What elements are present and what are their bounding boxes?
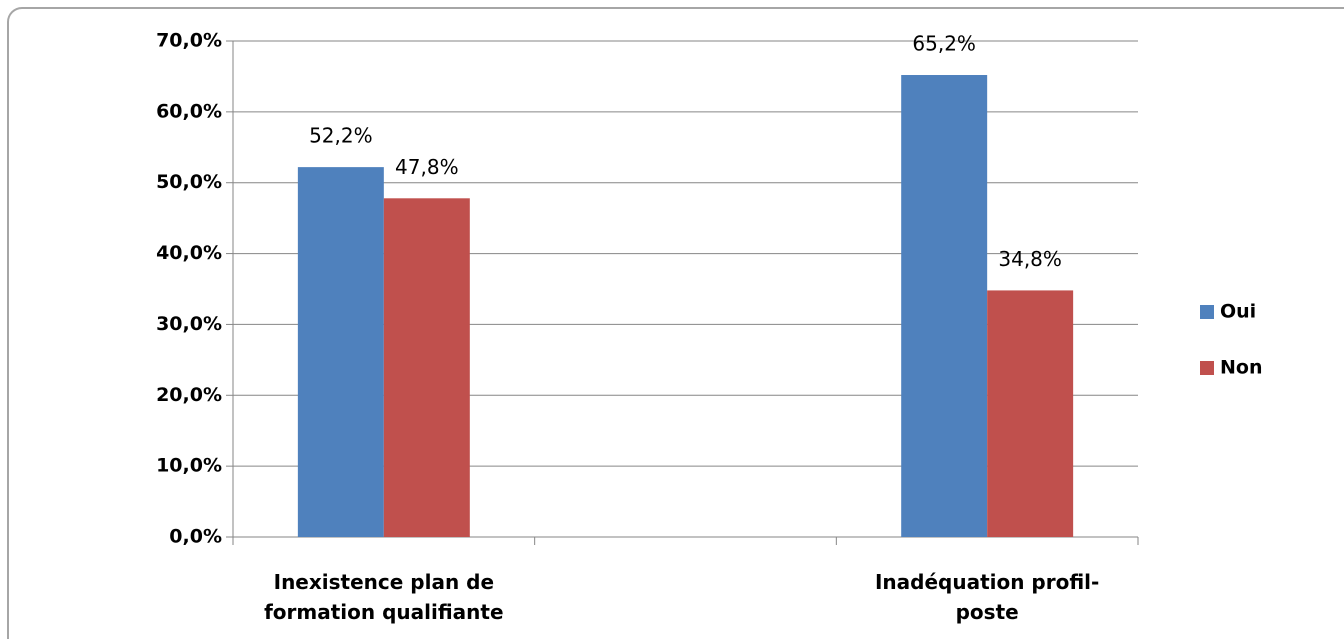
bar	[901, 75, 988, 538]
value-label: 52,2%	[309, 124, 373, 148]
value-label: 47,8%	[395, 155, 459, 179]
legend-label: Non	[1220, 357, 1262, 379]
y-tick-label: 10,0%	[156, 455, 222, 477]
value-label: 65,2%	[912, 32, 976, 56]
y-tick-label: 70,0%	[156, 30, 222, 52]
legend-swatch	[1200, 361, 1214, 375]
legend-swatch	[1200, 305, 1214, 319]
y-tick-label: 20,0%	[156, 384, 222, 406]
x-tick-label: Inexistence plan de formation qualifiant…	[264, 570, 504, 624]
y-tick-label: 0,0%	[169, 526, 222, 548]
bar	[987, 290, 1074, 537]
chart-frame	[7, 7, 1344, 639]
bar	[297, 167, 384, 537]
y-tick-label: 40,0%	[156, 242, 222, 264]
y-tick-label: 60,0%	[156, 100, 222, 122]
legend-label: Oui	[1220, 301, 1256, 323]
x-tick-label: Inadéquation profil-poste	[874, 570, 1100, 624]
y-tick-label: 50,0%	[156, 171, 222, 193]
bar	[383, 198, 470, 537]
value-label: 34,8%	[998, 247, 1062, 271]
y-tick-label: 30,0%	[156, 313, 222, 335]
